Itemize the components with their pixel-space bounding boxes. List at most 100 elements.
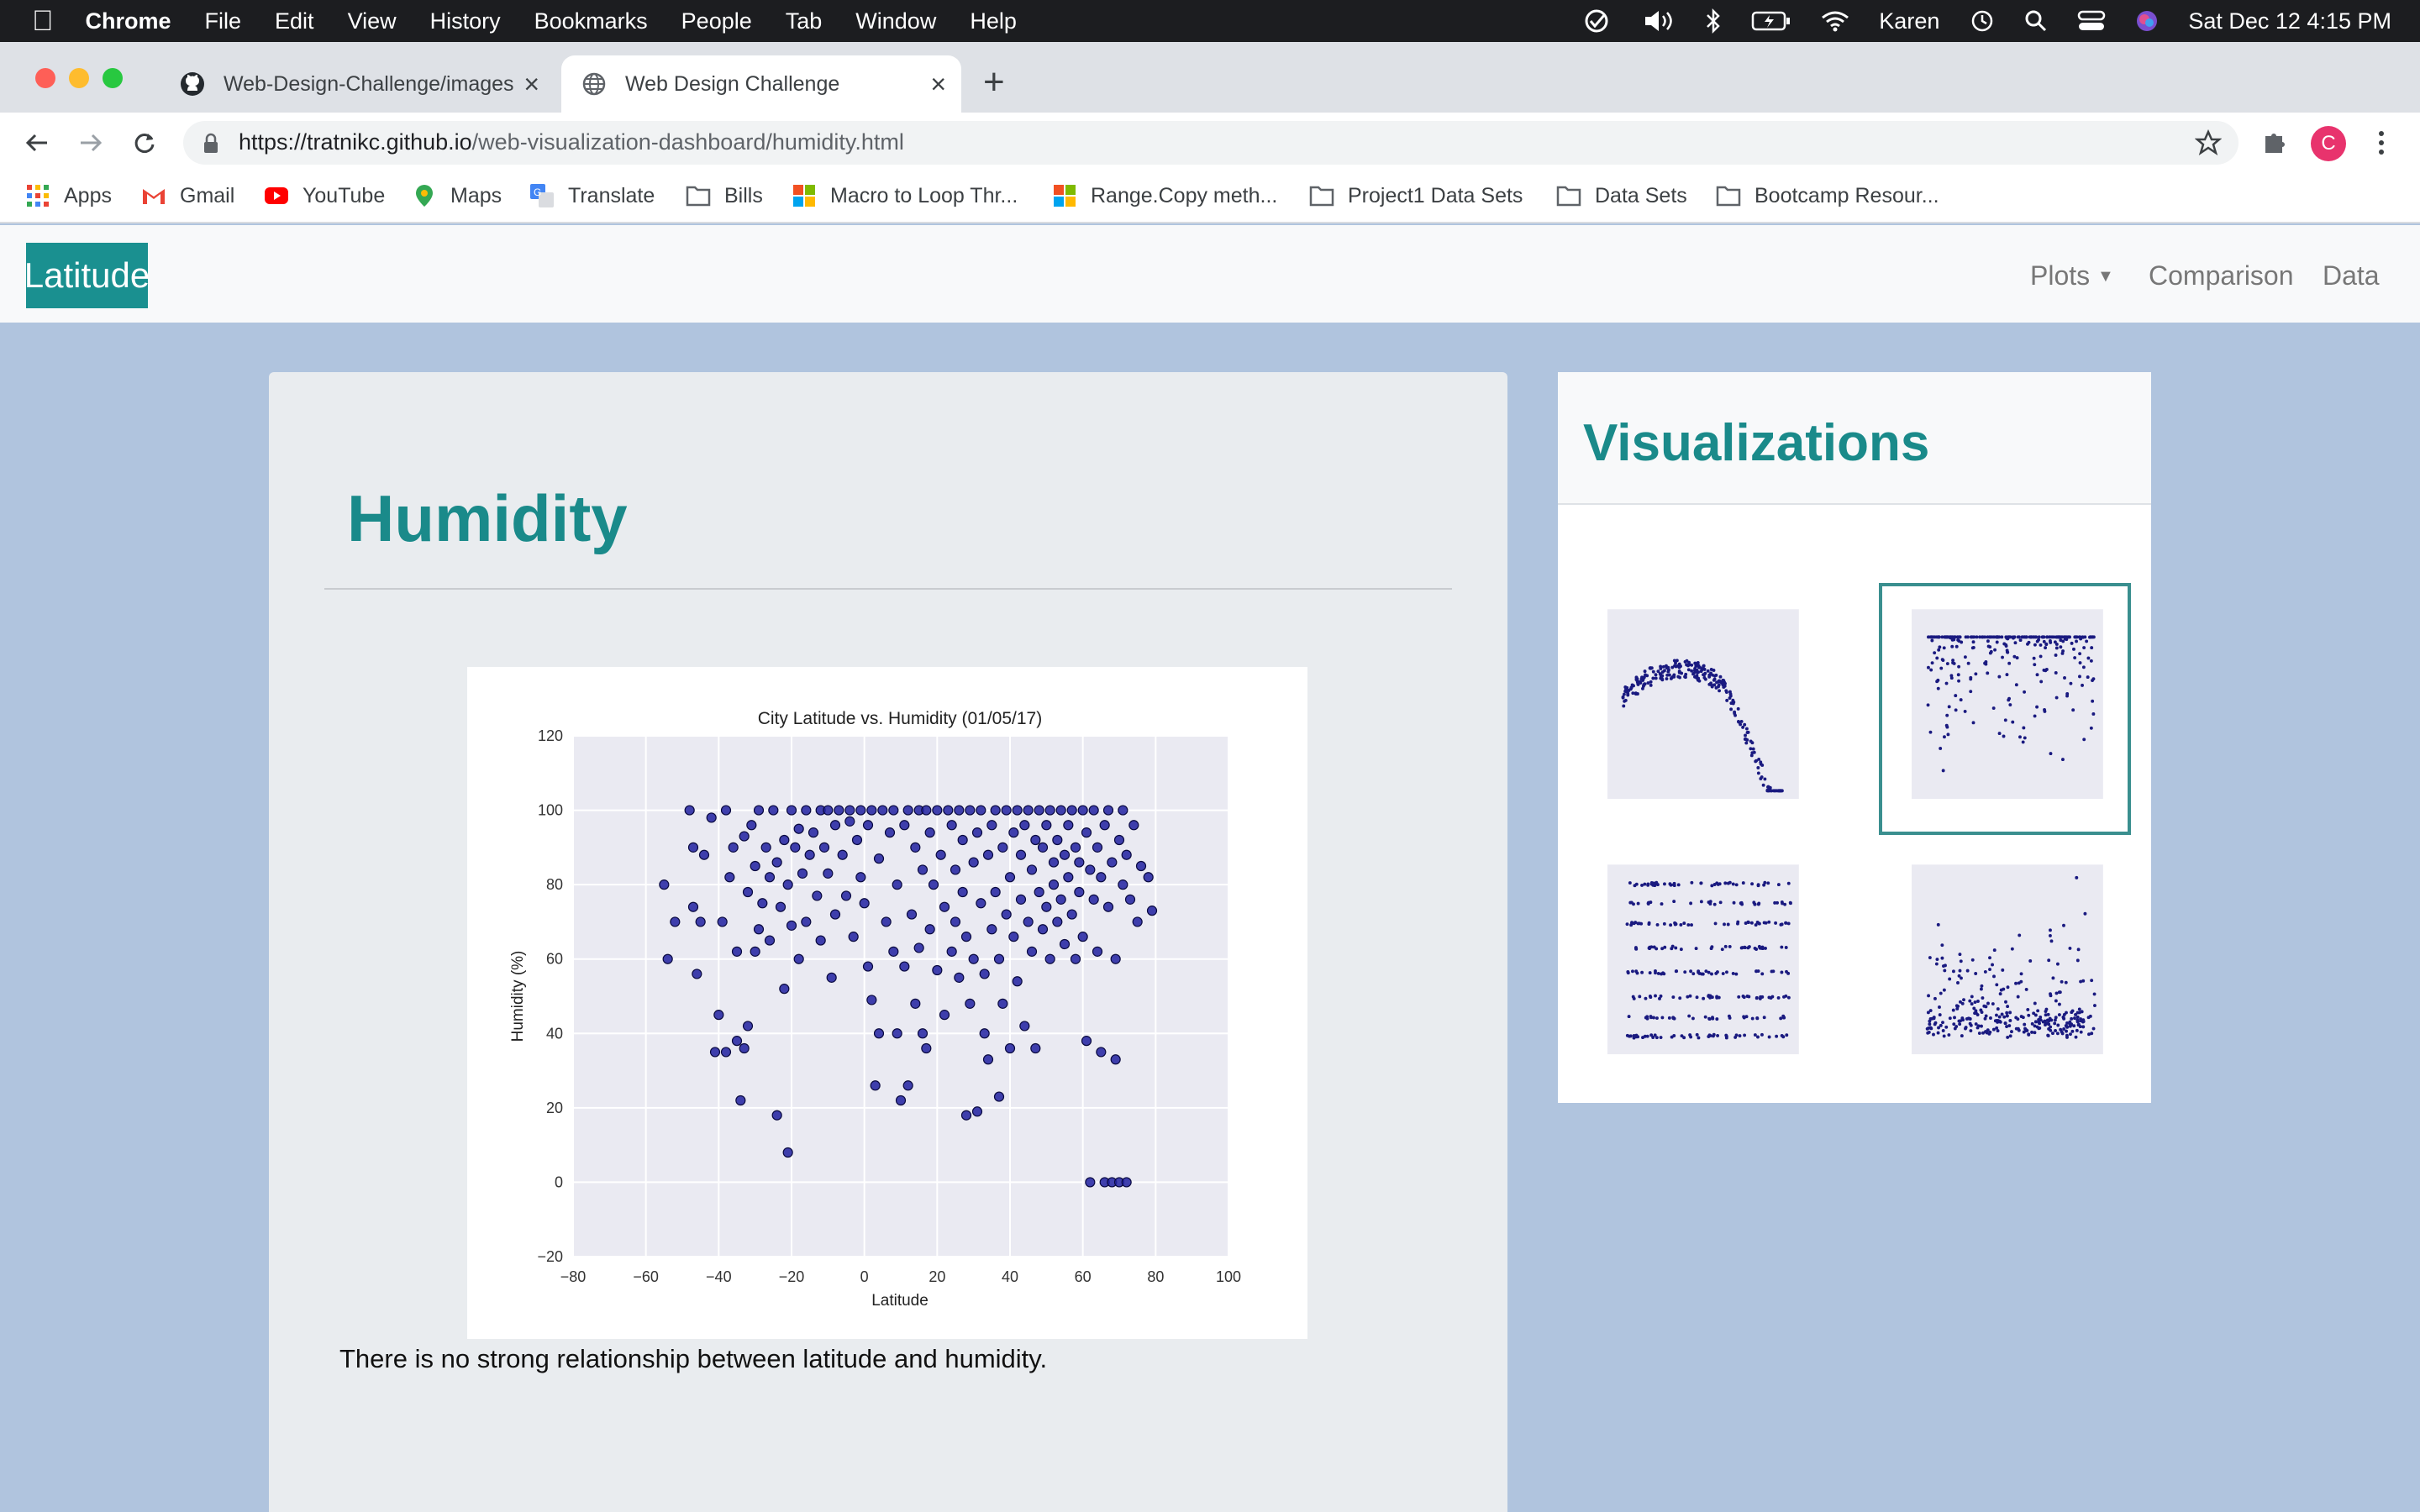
nav-comparison-link[interactable]: Comparison <box>2149 260 2294 291</box>
thumbnail-point <box>1981 1031 1985 1035</box>
bookmark-range-copy[interactable]: Range.Copy meth... <box>1052 183 1277 208</box>
profile-avatar[interactable]: C <box>2311 126 2346 161</box>
bookmark-maps[interactable]: Maps <box>412 183 502 208</box>
thumbnail-point <box>2007 661 2012 665</box>
menu-app-name[interactable]: Chrome <box>64 8 171 34</box>
bookmark-macro-to-loop[interactable]: Macro to Loop Thr... <box>792 183 1018 208</box>
data-point <box>808 827 819 838</box>
thumbnail-point <box>1996 1007 2000 1011</box>
thumbnail-point <box>1974 672 1978 676</box>
thumbnail-point <box>1695 1032 1699 1037</box>
x-tick-label: 0 <box>860 1268 869 1285</box>
tab-close-icon[interactable]: × <box>930 68 946 99</box>
data-point <box>797 868 808 879</box>
reload-icon[interactable] <box>128 126 161 160</box>
thumbnail-point <box>1731 971 1735 975</box>
menu-view[interactable]: View <box>326 8 397 34</box>
data-point <box>932 964 943 976</box>
thumbnail-point <box>1743 738 1747 741</box>
new-tab-icon[interactable]: + <box>983 61 1005 102</box>
tab-close-icon[interactable]: × <box>523 68 539 99</box>
control-center-icon[interactable] <box>2077 9 2106 33</box>
siri-icon[interactable] <box>2134 8 2160 34</box>
window-close-button[interactable] <box>35 68 55 88</box>
data-point <box>917 864 929 875</box>
menu-history[interactable]: History <box>408 8 501 34</box>
bookmark-project1-data-sets[interactable]: Project1 Data Sets <box>1309 183 1523 208</box>
apple-icon[interactable]:  <box>32 5 54 38</box>
menu-help[interactable]: Help <box>948 8 1017 34</box>
time-machine-icon[interactable] <box>1968 8 1995 34</box>
thumbnail-point <box>2044 646 2048 650</box>
spotlight-search-icon[interactable] <box>2023 8 2049 34</box>
data-point <box>997 842 1008 853</box>
bookmark-bootcamp-resources[interactable]: Bootcamp Resour... <box>1716 183 1939 208</box>
thumbnail-max-temperature[interactable] <box>1575 583 1827 835</box>
data-point <box>873 1028 885 1039</box>
folder-icon <box>1309 183 1334 208</box>
menu-edit[interactable]: Edit <box>253 8 314 34</box>
bluetooth-icon[interactable] <box>1704 8 1723 34</box>
address-bar[interactable] <box>183 121 2238 165</box>
thumbnail-humidity[interactable] <box>1879 583 2131 835</box>
window-minimize-button[interactable] <box>69 68 89 88</box>
wifi-icon[interactable] <box>1820 9 1850 33</box>
thumbnail-point <box>1628 900 1633 905</box>
forward-arrow-icon[interactable] <box>74 126 108 160</box>
back-arrow-icon[interactable] <box>20 126 54 160</box>
bookmark-bills[interactable]: Bills <box>686 183 763 208</box>
menu-file[interactable]: File <box>183 8 242 34</box>
menu-tab[interactable]: Tab <box>764 8 823 34</box>
chrome-menu-icon[interactable] <box>2375 128 2388 162</box>
thumbnail-point <box>2033 1020 2038 1024</box>
bookmark-apps[interactable]: Apps <box>25 183 112 208</box>
thumbnail-point <box>1978 635 1982 639</box>
thumbnail-point <box>2023 1026 2027 1031</box>
thumbnail-point <box>2000 635 2004 639</box>
data-point <box>960 932 972 942</box>
bookmark-translate[interactable]: G Translate <box>529 183 655 208</box>
bookmark-star-icon[interactable] <box>2194 129 2223 160</box>
thumbnail-point <box>1988 651 1992 655</box>
bookmark-label: Gmail <box>180 183 235 207</box>
extensions-puzzle-icon[interactable] <box>2260 128 2289 160</box>
navbar-brand[interactable]: Latitude <box>24 243 150 308</box>
thumbnail-wind-speed[interactable] <box>1879 838 2131 1090</box>
menu-bookmarks[interactable]: Bookmarks <box>513 8 648 34</box>
checkmark-status-icon[interactable] <box>1583 8 1613 34</box>
thumbnail-point <box>2017 981 2021 985</box>
thumbnail-point <box>1986 1028 1990 1032</box>
browser-tab-active[interactable]: Web Design Challenge × <box>561 55 961 113</box>
thumbnail-point <box>1721 678 1725 682</box>
thumbnail-point <box>1646 681 1650 685</box>
battery-icon[interactable] <box>1751 10 1791 32</box>
bookmark-data-sets[interactable]: Data Sets <box>1556 183 1687 208</box>
thumbnail-point <box>2090 1032 2094 1036</box>
thumbnail-point <box>1974 972 1978 975</box>
x-tick-label: 60 <box>1075 1268 1092 1285</box>
data-point <box>771 857 782 868</box>
volume-icon[interactable] <box>1642 8 1676 34</box>
thumbnail-point <box>1643 1034 1647 1038</box>
menu-clock[interactable]: Sat Dec 12 4:15 PM <box>2188 8 2391 34</box>
data-point <box>1004 872 1016 883</box>
menu-people[interactable]: People <box>660 8 752 34</box>
thumbnail-point <box>1944 723 1949 727</box>
bookmark-gmail[interactable]: Gmail <box>141 183 234 208</box>
nav-plots-dropdown[interactable]: Plots ▼ <box>2030 260 2114 291</box>
browser-tab-github[interactable]: Web-Design-Challenge/images × <box>160 55 555 113</box>
thumbnail-point <box>2054 696 2059 700</box>
lock-icon[interactable] <box>202 133 220 159</box>
thumbnail-point <box>2023 1022 2027 1026</box>
thumbnail-cloudiness[interactable] <box>1575 838 1827 1090</box>
folder-icon <box>686 183 711 208</box>
visualizations-title: Visualizations <box>1583 414 1930 472</box>
thumbnail-point <box>1960 1001 1965 1005</box>
user-name[interactable]: Karen <box>1879 8 1940 34</box>
window-zoom-button[interactable] <box>103 68 123 88</box>
address-url[interactable]: https://tratnikc.github.io/web-visualiza… <box>239 129 904 155</box>
menu-window[interactable]: Window <box>834 8 936 34</box>
thumbnail-point <box>1702 996 1706 1000</box>
bookmark-youtube[interactable]: YouTube <box>264 183 385 208</box>
nav-data-link[interactable]: Data <box>2323 260 2380 291</box>
